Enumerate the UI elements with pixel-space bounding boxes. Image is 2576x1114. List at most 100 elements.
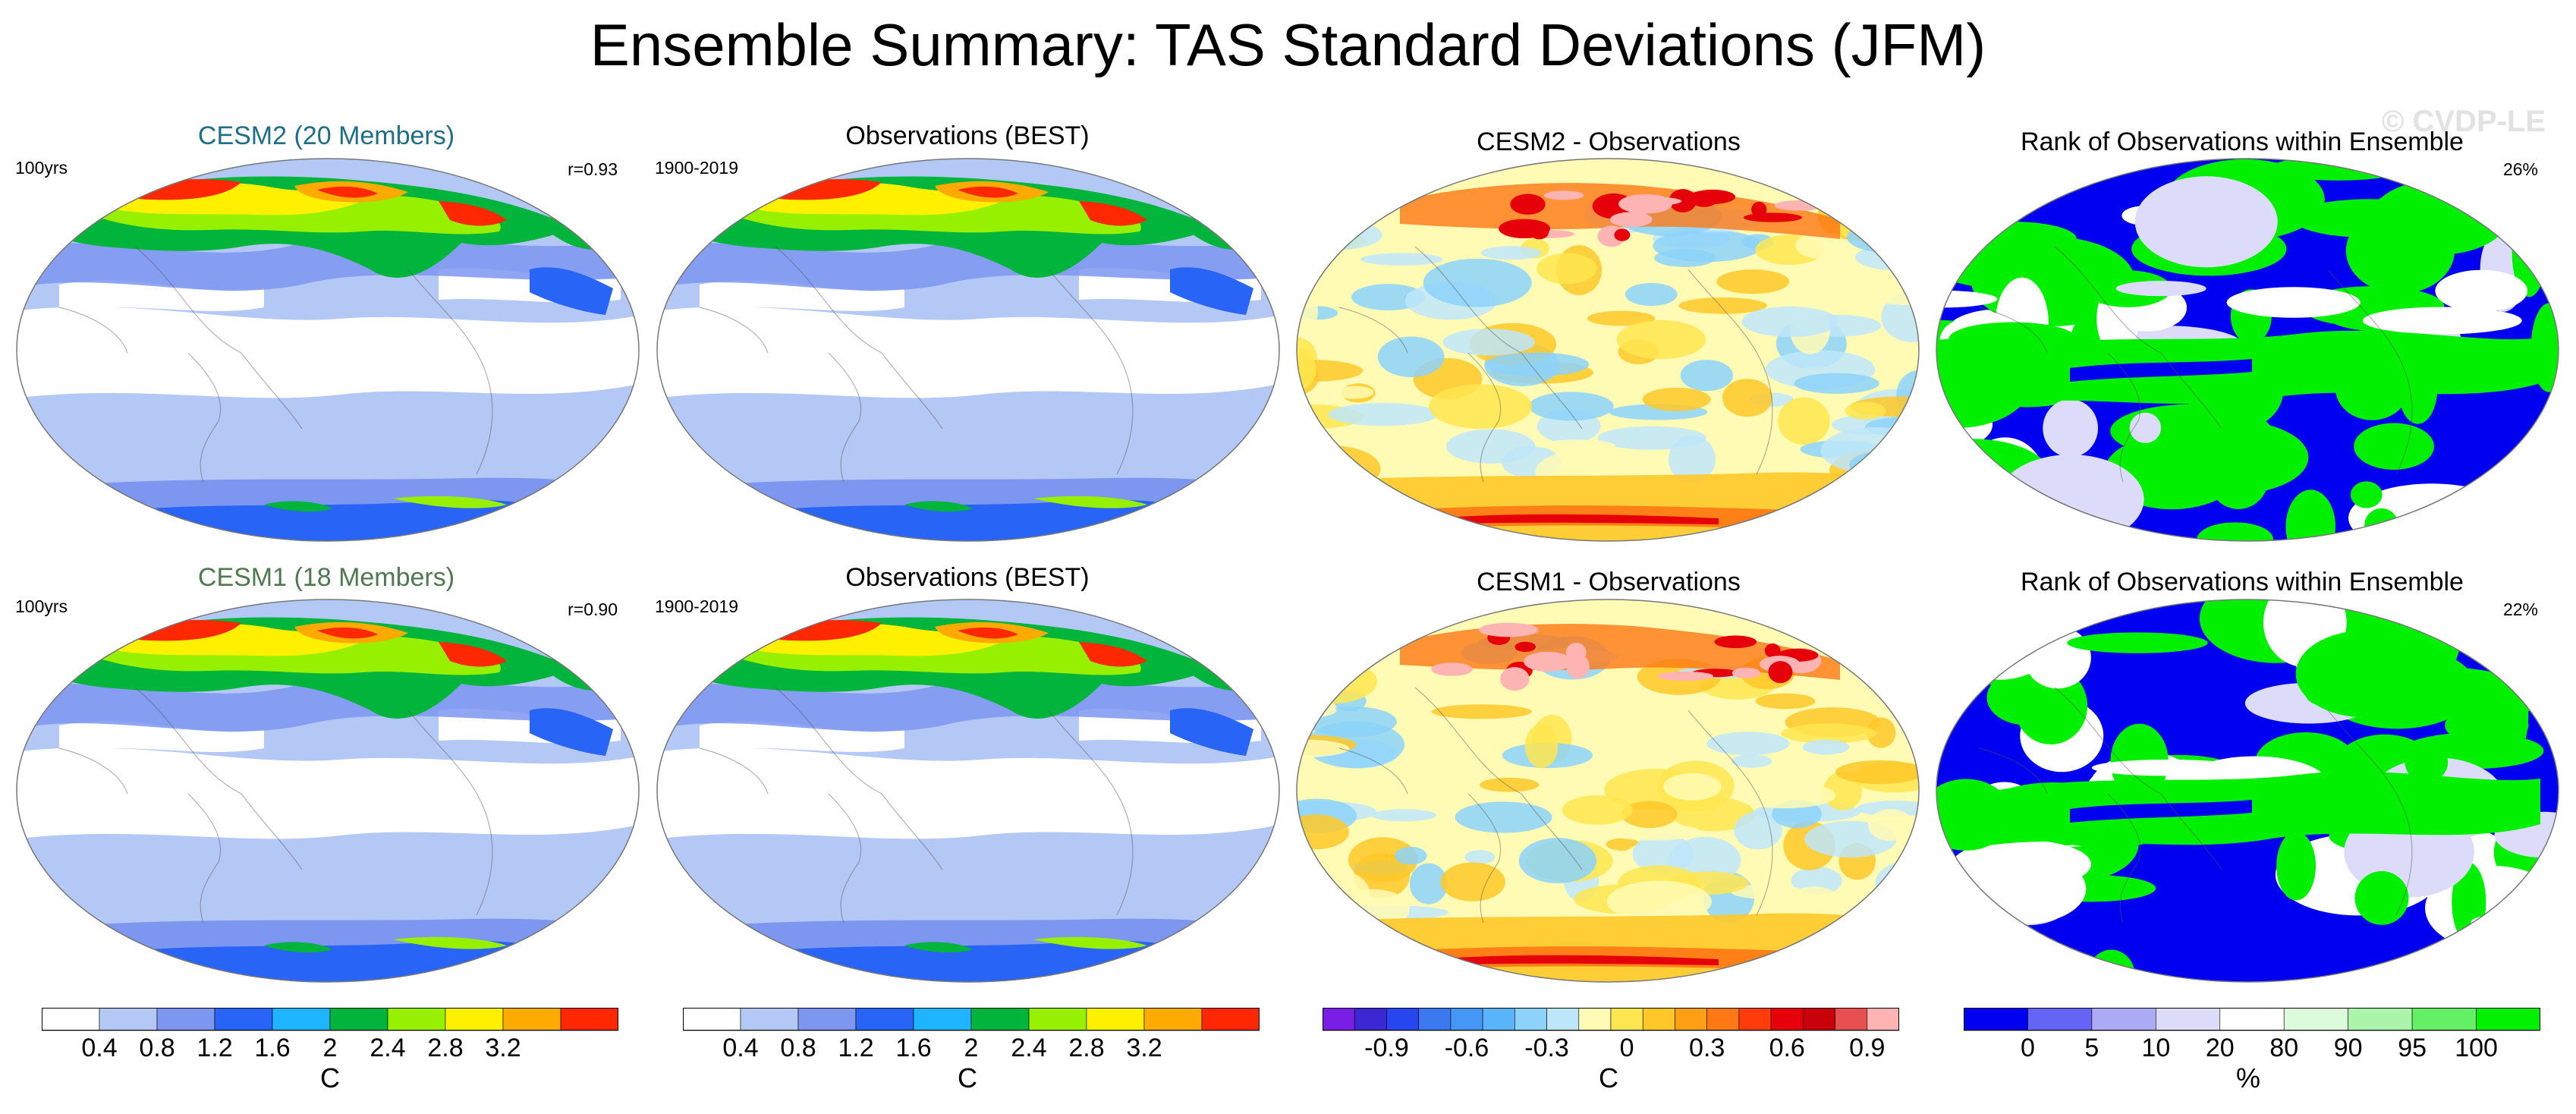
colorbar-swatch [970,1008,1030,1031]
colorbar-tick-label: 2.4 [370,1034,405,1062]
colorbar-tick-label: 80 [2269,1034,2298,1062]
panel-title-rank-1: Rank of Observations within Ensemble [2021,127,2464,156]
colorbar-tick-label: 0.8 [780,1034,816,1062]
colorbar-tick-label: 20 [2206,1034,2235,1062]
colorbar-tick-label: 2 [964,1034,979,1062]
colorbar-swatch [502,1008,561,1031]
colorbar-swatch [1354,1008,1387,1031]
colorbar-tick-label: 0.4 [722,1034,758,1062]
colorbar-tick-label: 1.2 [197,1034,232,1062]
colorbar-swatch [1835,1008,1868,1031]
colorbar-tick-label: 100 [2455,1034,2498,1062]
colorbar-unit-2: C [958,1062,977,1094]
map-obs-std-1 [656,158,1280,542]
colorbar-swatch [2283,1008,2348,1031]
colorbar-swatch [1675,1008,1707,1031]
colorbar-swatch [855,1008,914,1031]
colorbar-swatch [445,1008,504,1031]
pattern-correlation-2: r=0.90 [568,599,618,619]
colorbar-swatch [1482,1008,1515,1031]
map-obs-std-2 [656,599,1280,983]
colorbar-swatch [2027,1008,2093,1031]
colorbar-swatch [2156,1008,2221,1031]
colorbar-tick-label: 95 [2398,1034,2427,1062]
colorbar-swatch [683,1008,741,1031]
colorbar-swatch [1738,1008,1772,1031]
colorbar-tick-label: 1.6 [254,1034,290,1062]
colorbar-tick-label: 2 [323,1034,338,1062]
colorbar-tick-label: 2.4 [1011,1034,1046,1062]
colorbar-swatch [1610,1008,1643,1031]
colorbar-swatch [1770,1008,1804,1031]
colorbar-swatch [913,1008,972,1031]
colorbar-tick-label: -0.9 [1364,1034,1409,1062]
colorbar-swatch [42,1008,100,1031]
map-cesm1-std [16,599,640,983]
colorbar-swatch [1028,1008,1087,1031]
colorbar-tick-label: -0.6 [1445,1034,1489,1062]
colorbar-swatch [2476,1008,2540,1031]
colorbar-swatch [329,1008,388,1031]
colorbar-tick-label: 0.9 [1849,1034,1885,1062]
colorbar-tick-label: 3.2 [485,1034,521,1062]
colorbar-swatch [1706,1008,1740,1031]
map-rank-2 [1936,599,2559,983]
panel-title-diff-2: CESM1 - Observations [1477,568,1741,596]
colorbar-swatch [2348,1008,2413,1031]
colorbar-swatch [272,1008,331,1031]
colorbar-swatch [1964,1008,2028,1031]
colorbar-std-1: 0.4 0.8 1.2 1.6 2 2.4 2.8 3.2 [42,1008,618,1062]
colorbar-swatch [1086,1008,1145,1031]
colorbar-tick-label: 1.2 [838,1034,873,1062]
colorbar-swatch [1867,1008,1899,1031]
colorbar-tick-label: 0.8 [139,1034,175,1062]
map-cesm1-minus-obs [1296,599,1920,983]
colorbar-std-2: 0.4 0.8 1.2 1.6 2 2.4 2.8 3.2 [683,1008,1260,1062]
colorbar-swatch [387,1008,446,1031]
colorbar-tick-label: 0 [2021,1034,2035,1062]
colorbar-swatch [740,1008,799,1031]
obs-period-label-1: 1900-2019 [655,158,738,178]
pattern-correlation-1: r=0.93 [568,159,618,179]
colorbar-tick-label: 10 [2141,1034,2170,1062]
obs-period-label-2: 1900-2019 [655,596,738,616]
colorbar-swatch [1642,1008,1675,1031]
panel-title-cesm2: CESM2 (20 Members) [197,121,455,150]
figure-title: Ensemble Summary: TAS Standard Deviation… [590,11,1986,78]
rank-percent-1: 26% [2502,159,2538,179]
panel-title-cesm1: CESM1 (18 Members) [197,563,455,592]
watermark-text: © CVDP-LE [2381,105,2546,138]
colorbar-swatch [1143,1008,1203,1031]
years-label-1: 100yrs [15,158,68,178]
colorbar-swatch [1386,1008,1419,1031]
panel-title-rank-2: Rank of Observations within Ensemble [2021,568,2464,596]
rank-percent-2: 22% [2502,599,2538,619]
panel-title-diff-1: CESM2 - Observations [1477,127,1741,156]
colorbar-swatch [1418,1008,1452,1031]
colorbar-swatch [2411,1008,2477,1031]
map-cesm2-minus-obs [1296,158,1920,542]
panel-title-obs-1: Observations (BEST) [845,121,1090,150]
colorbar-tick-label: 0 [1620,1034,1634,1062]
colorbar-swatch [1546,1008,1580,1031]
colorbar-swatch [560,1008,618,1031]
colorbar-tick-label: -0.3 [1524,1034,1569,1062]
colorbar-tick-label: 90 [2334,1034,2363,1062]
colorbar-swatch [99,1008,158,1031]
colorbar-tick-label: 5 [2084,1034,2099,1062]
panel-title-obs-2: Observations (BEST) [845,563,1090,592]
colorbar-swatch [214,1008,273,1031]
years-label-2: 100yrs [15,596,68,616]
colorbar-unit-4: % [2235,1062,2260,1094]
colorbar-tick-label: 0.6 [1769,1034,1805,1062]
colorbar-unit-1: C [320,1062,340,1094]
colorbar-tick-label: 0.4 [81,1034,117,1062]
colorbar-tick-label: 2.8 [427,1034,463,1062]
colorbar-swatch [1514,1008,1547,1031]
colorbar-unit-3: C [1599,1062,1618,1094]
colorbar-swatch [1201,1008,1260,1031]
colorbar-tick-label: 0.3 [1689,1034,1725,1062]
map-cesm2-std [16,158,640,542]
colorbar-swatch [2091,1008,2156,1031]
colorbar-swatch [1803,1008,1835,1031]
